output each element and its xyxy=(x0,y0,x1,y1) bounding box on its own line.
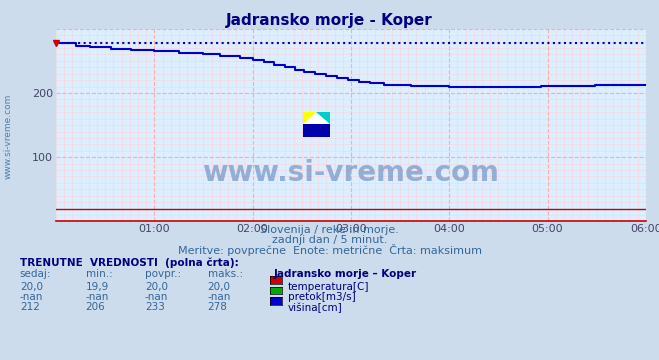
Text: Meritve: povprečne  Enote: metrične  Črta: maksimum: Meritve: povprečne Enote: metrične Črta:… xyxy=(177,244,482,256)
Text: 20,0: 20,0 xyxy=(145,282,168,292)
Polygon shape xyxy=(303,112,330,137)
Text: -nan: -nan xyxy=(20,292,43,302)
Text: www.si-vreme.com: www.si-vreme.com xyxy=(3,94,13,180)
Text: -nan: -nan xyxy=(145,292,168,302)
Text: www.si-vreme.com: www.si-vreme.com xyxy=(202,159,500,187)
Text: Jadransko morje – Koper: Jadransko morje – Koper xyxy=(273,269,416,279)
Text: 278: 278 xyxy=(208,302,227,312)
Polygon shape xyxy=(316,112,330,124)
Text: -nan: -nan xyxy=(208,292,231,302)
Text: 20,0: 20,0 xyxy=(20,282,43,292)
Text: 206: 206 xyxy=(86,302,105,312)
Text: 20,0: 20,0 xyxy=(208,282,231,292)
Text: maks.:: maks.: xyxy=(208,269,243,279)
Text: Jadransko morje - Koper: Jadransko morje - Koper xyxy=(226,13,433,28)
Text: 212: 212 xyxy=(20,302,40,312)
Text: pretok[m3/s]: pretok[m3/s] xyxy=(288,292,356,302)
Text: višina[cm]: višina[cm] xyxy=(288,302,343,313)
Text: temperatura[C]: temperatura[C] xyxy=(288,282,370,292)
Text: TRENUTNE  VREDNOSTI  (polna črta):: TRENUTNE VREDNOSTI (polna črta): xyxy=(20,257,239,268)
Text: min.:: min.: xyxy=(86,269,113,279)
Text: zadnji dan / 5 minut.: zadnji dan / 5 minut. xyxy=(272,235,387,245)
Text: sedaj:: sedaj: xyxy=(20,269,51,279)
Text: 233: 233 xyxy=(145,302,165,312)
Text: Slovenija / reke in morje.: Slovenija / reke in morje. xyxy=(260,225,399,235)
Text: povpr.:: povpr.: xyxy=(145,269,181,279)
Polygon shape xyxy=(303,124,330,137)
Text: -nan: -nan xyxy=(86,292,109,302)
Text: 19,9: 19,9 xyxy=(86,282,109,292)
Polygon shape xyxy=(303,112,316,124)
